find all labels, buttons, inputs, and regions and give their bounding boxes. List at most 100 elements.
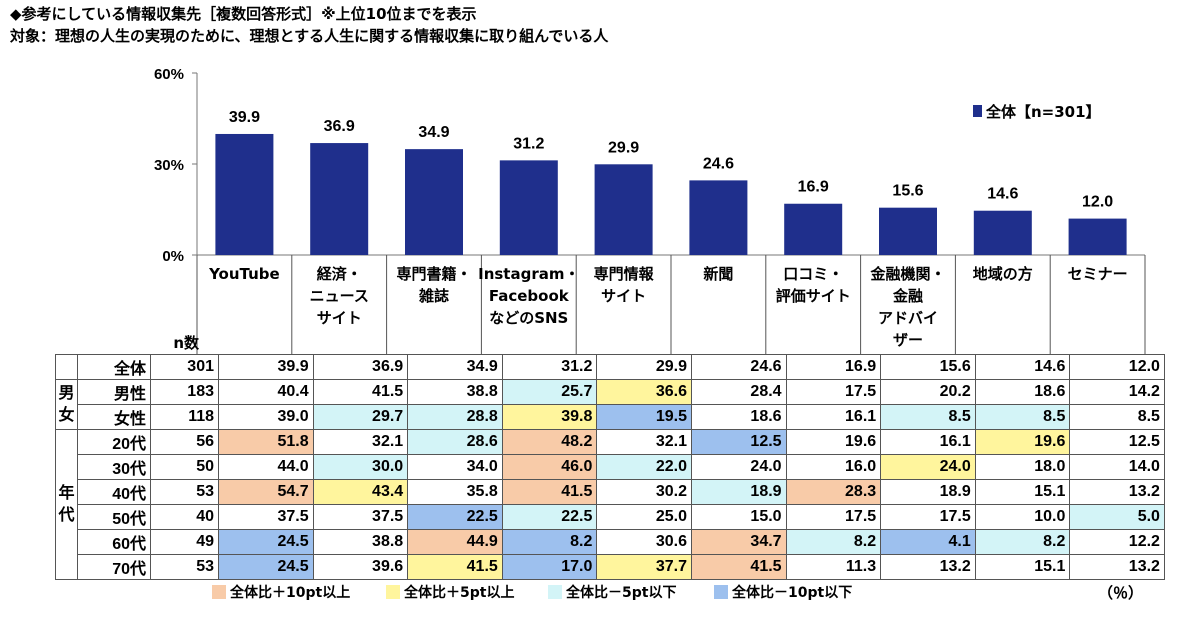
row-label: 50代 — [77, 504, 151, 530]
value-cell: 41.5 — [312, 379, 409, 405]
value-cell: 20.2 — [880, 379, 976, 405]
data-label: 15.6 — [892, 183, 923, 200]
value-cell: 4.1 — [880, 529, 976, 555]
data-label: 39.9 — [229, 109, 260, 126]
value-cell: 24.6 — [690, 354, 787, 380]
value-cell: 22.0 — [596, 454, 692, 480]
value-cell: 41.5 — [501, 479, 598, 505]
value-cell: 24.0 — [880, 454, 976, 480]
value-cell: 39.6 — [312, 554, 409, 580]
group-label — [55, 354, 78, 380]
legend-plus10-swatch — [212, 585, 226, 599]
value-cell: 5.0 — [1069, 504, 1165, 530]
x-tick-label: Instagram・ — [478, 265, 579, 283]
row-label: 女性 — [77, 404, 151, 430]
table-row: 50代 40 37.5 37.5 22.5 22.5 25.0 15.0 17.5 17.5 10.… — [56, 504, 1165, 530]
value-cell: 34.7 — [690, 529, 787, 555]
x-tick-label: 口コミ・ — [783, 265, 843, 283]
value-cell: 18.0 — [974, 454, 1071, 480]
table-row: 70代 53 24.5 39.6 41.5 17.0 37.7 41.5 11.3 13.2 15.… — [56, 554, 1165, 580]
n-header: n数 — [173, 334, 200, 352]
row-label: 男性 — [77, 379, 151, 405]
chart-title: ◆参考にしている情報収集先［複数回答形式］※上位10位までを表示 — [10, 5, 477, 23]
value-cell: 30.0 — [312, 454, 409, 480]
value-cell: 24.5 — [218, 529, 314, 555]
value-cell: 28.6 — [407, 429, 503, 455]
x-tick-label: 金融 — [892, 287, 923, 305]
table-row: 30代 50 44.0 30.0 34.0 46.0 22.0 24.0 16.0 24.0 18.… — [56, 454, 1165, 480]
value-cell: 37.5 — [218, 504, 314, 530]
x-tick-label: サイト — [317, 309, 362, 327]
bar — [973, 210, 1032, 255]
n-cell: 40 — [150, 504, 219, 530]
value-cell: 30.2 — [596, 479, 692, 505]
value-cell: 37.5 — [312, 504, 409, 530]
x-tick-label: 雑誌 — [418, 287, 449, 305]
value-cell: 25.7 — [501, 379, 598, 405]
value-cell: 8.2 — [974, 529, 1071, 555]
row-label: 60代 — [77, 529, 151, 555]
value-cell: 25.0 — [596, 504, 692, 530]
legend-plus5: 全体比＋5pt以上 — [386, 582, 514, 601]
value-cell: 22.5 — [407, 504, 503, 530]
value-cell: 13.2 — [1069, 479, 1165, 505]
value-cell: 32.1 — [596, 429, 692, 455]
value-cell: 13.2 — [1069, 554, 1165, 580]
value-cell: 19.6 — [974, 429, 1071, 455]
value-cell: 15.0 — [690, 504, 787, 530]
value-cell: 15.1 — [974, 479, 1071, 505]
legend-minus5-swatch — [548, 585, 562, 599]
value-cell: 17.5 — [785, 379, 882, 405]
value-cell: 34.0 — [407, 454, 503, 480]
value-cell: 22.5 — [501, 504, 598, 530]
value-cell: 13.2 — [880, 554, 976, 580]
value-cell: 8.5 — [880, 404, 976, 430]
legend-plus5-swatch — [386, 585, 400, 599]
data-label: 24.6 — [703, 155, 734, 172]
table-row: 女性 118 39.0 29.7 28.8 39.8 19.5 18.6 16.1 8.5 8.5 8… — [56, 404, 1165, 430]
n-cell: 118 — [150, 404, 219, 430]
value-cell: 16.1 — [785, 404, 882, 430]
group-label: 男女 — [55, 379, 78, 430]
value-cell: 39.0 — [218, 404, 314, 430]
x-tick-label: ニュース — [310, 287, 369, 305]
bar — [689, 180, 748, 255]
data-label: 16.9 — [798, 179, 829, 196]
y-tick-label: 60% — [154, 66, 184, 83]
value-cell: 19.5 — [596, 404, 692, 430]
value-cell: 43.4 — [312, 479, 409, 505]
value-cell: 8.5 — [974, 404, 1071, 430]
data-label: 12.0 — [1082, 194, 1113, 211]
value-cell: 12.2 — [1069, 529, 1165, 555]
n-cell: 56 — [150, 429, 219, 455]
value-cell: 31.2 — [501, 354, 598, 380]
value-cell: 11.3 — [785, 554, 882, 580]
table-row: 全体 301 39.9 36.9 34.9 31.2 29.9 24.6 16.9 15.6 14.… — [55, 354, 1165, 380]
value-cell: 16.9 — [785, 354, 882, 380]
value-cell: 24.5 — [218, 554, 314, 580]
value-cell: 37.7 — [596, 554, 692, 580]
x-tick-label: 新聞 — [703, 265, 733, 283]
value-cell: 32.1 — [312, 429, 409, 455]
bar-chart: 0% 30% 60% 39.9 36.9 34.9 31.2 29.9 24.6 16.9 15.6… — [154, 66, 1146, 354]
value-cell: 14.0 — [1069, 454, 1165, 480]
value-cell: 14.6 — [974, 354, 1071, 380]
data-label: 34.9 — [418, 124, 449, 141]
data-label: 29.9 — [608, 139, 639, 156]
value-cell: 28.4 — [690, 379, 787, 405]
value-cell: 51.8 — [218, 429, 314, 455]
data-label: 14.6 — [987, 186, 1018, 203]
value-cell: 29.9 — [596, 354, 692, 380]
legend-label: 全体【n=301】 — [985, 103, 1101, 121]
bar — [594, 164, 653, 255]
bar — [310, 143, 369, 255]
value-cell: 28.8 — [407, 404, 503, 430]
legend-minus10: 全体比－10pt以下 — [714, 582, 852, 601]
value-cell: 30.6 — [596, 529, 692, 555]
row-label: 70代 — [77, 554, 151, 580]
legend-minus5-label: 全体比－5pt以下 — [566, 585, 677, 601]
unit-label: （％） — [1098, 584, 1144, 602]
legend-plus10-label: 全体比＋10pt以上 — [230, 585, 351, 601]
n-cell: 183 — [150, 379, 219, 405]
x-tick-label: サイト — [601, 287, 646, 305]
